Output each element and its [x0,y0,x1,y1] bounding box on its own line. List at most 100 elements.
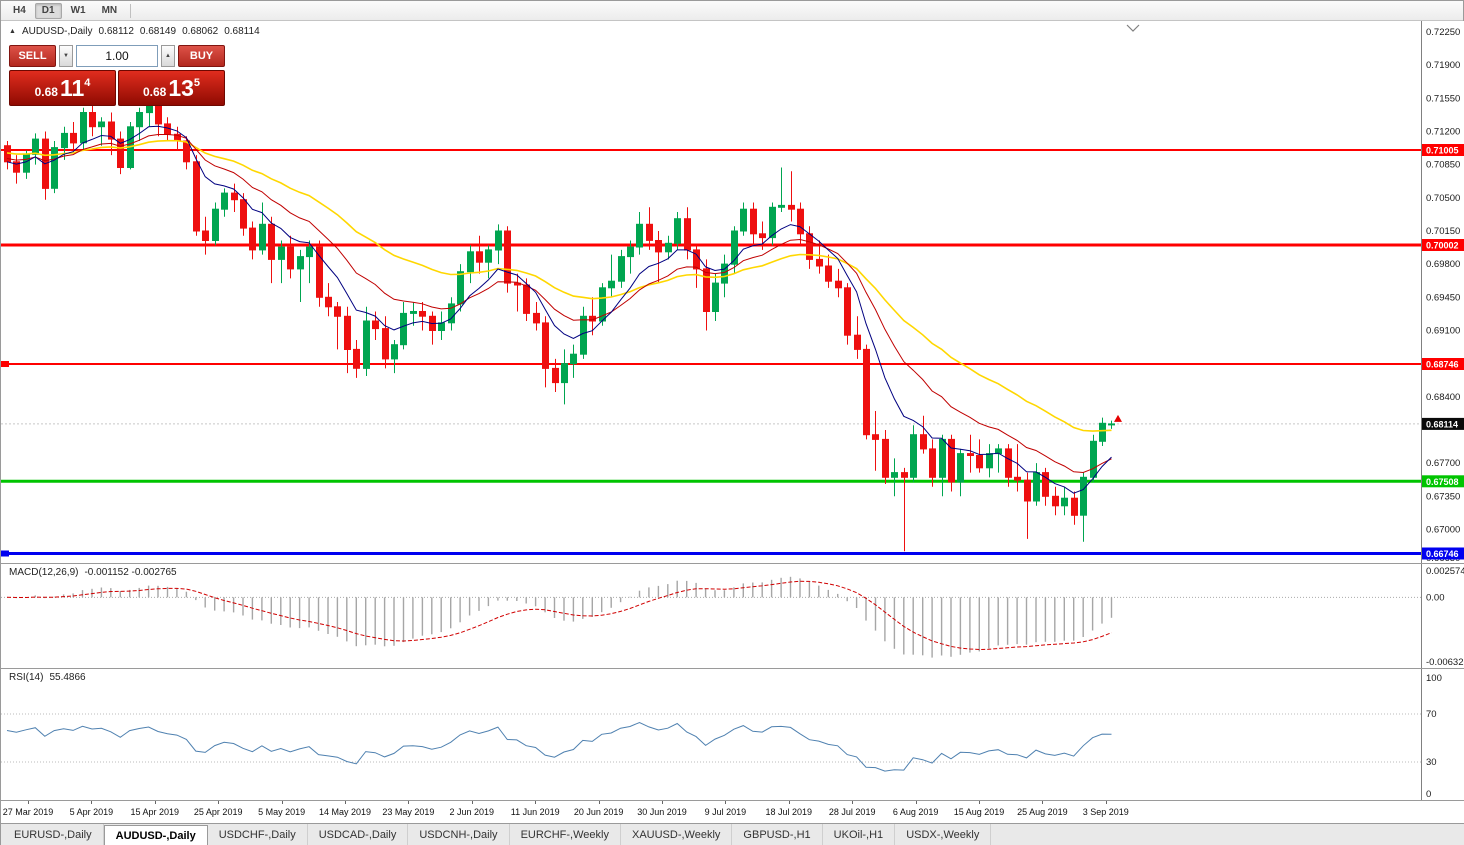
candle [674,218,681,244]
candle [353,348,360,369]
candle [61,132,68,149]
date-axis-label: 27 Mar 2019 [2,807,54,817]
candle [1080,476,1087,516]
candle [287,246,294,270]
macd-signal-line [6,580,1112,651]
price-level-badge [1422,475,1464,488]
candle [98,121,105,128]
chart-tab-eurusd-daily[interactable]: EURUSD-,Daily [3,824,104,845]
main-chart-canvas[interactable]: 0.72250 0.71900 0.71550 0.71200 0.70850 0.705… [1,21,1464,563]
candle [684,218,691,251]
sell-price-prefix: 0.68 [34,85,58,99]
price-axis-tick: 0.67700 [1426,458,1460,469]
candle [485,249,492,263]
rsi-axis-tick: 30 [1426,757,1437,768]
chart-tab-usdcad-daily[interactable]: USDCAD-,Daily [308,824,409,845]
candle [854,334,861,350]
rsi-canvas[interactable]: 100 70 30 0 [1,669,1464,800]
candle [259,223,266,251]
chart-tab-xauusd-weekly[interactable]: XAUUSD-,Weekly [621,824,733,845]
timeframe-toolbar: H4 D1 W1 MN [1,1,1463,21]
buy-button[interactable]: BUY [178,45,225,67]
chart-tab-eurchf-weekly[interactable]: EURCHF-,Weekly [510,824,621,845]
chart-tab-audusd-daily[interactable]: AUDUSD-,Daily [103,825,208,845]
date-axis-tick [1105,801,1107,804]
rsi-axis-tick: 0 [1426,789,1431,800]
candle [797,208,804,235]
sell-price-display[interactable]: 0.68 11 4 [9,70,116,106]
candle [391,344,398,360]
rsi-axis-tick: 70 [1426,709,1437,720]
price-axis-tick: 0.72250 [1426,27,1460,38]
date-axis-label: 2 Jun 2019 [449,807,495,817]
buy-price-display[interactable]: 0.68 13 5 [118,70,225,106]
buy-price-big-digits: 13 [168,74,194,101]
chart-tab-usdcnh-daily[interactable]: USDCNH-,Daily [408,824,510,845]
candle [316,246,323,298]
candle [240,199,247,229]
candle [467,251,474,273]
candle [297,256,304,270]
volume-increase-button[interactable]: ▲ [161,45,175,67]
candle [1052,495,1059,507]
price-level-badge [1422,239,1464,251]
candle [967,453,974,457]
timeframe-button-mn[interactable]: MN [95,3,125,19]
main-chart-panel: 0.72250 0.71900 0.71550 0.71200 0.70850 0.705… [1,21,1464,563]
date-axis-label: 14 May 2019 [318,807,372,817]
candle [372,320,379,330]
chart-tabs-bar: EURUSD-,Daily AUDUSD-,Daily USDCHF-,Daily U… [1,823,1464,845]
chart-symbol-icon: ▲ [9,28,16,35]
candle [882,438,889,478]
candle [816,258,823,267]
price-level-badge-text: 0.67508 [1426,477,1459,487]
date-axis-tick [218,801,220,804]
macd-values: -0.001152 -0.002765 [84,567,177,578]
candle [363,320,370,369]
candle [778,204,785,208]
level-line-handle[interactable] [1,361,9,368]
candle [523,284,530,314]
price-axis-tick: 0.69450 [1426,292,1460,303]
candle [901,472,908,478]
candle [872,434,879,440]
timeframe-button-group: H4 D1 W1 MN [6,2,125,19]
bar-shift-marker-icon[interactable] [1126,24,1140,32]
date-axis-label: 3 Sep 2019 [1082,807,1129,817]
candle [957,453,964,483]
date-axis-label: 9 Jul 2019 [704,807,747,817]
chart-tab-ukoil-h1[interactable]: UKOil-,H1 [823,824,896,845]
date-axis[interactable]: 27 Mar 2019 5 Apr 2019 15 Apr 2019 25 Apr 2… [1,800,1464,823]
timeframe-button-h4[interactable]: H4 [6,3,33,19]
chart-tab-gbpusd-h1[interactable]: GBPUSD-,H1 [732,824,823,845]
ohlc-open: 0.68112 [98,26,134,37]
volume-input[interactable] [76,45,158,67]
macd-canvas[interactable]: 0.002574 0.00 -0.006326 [1,564,1464,668]
candle [51,147,58,189]
date-axis-label: 15 Apr 2019 [130,807,180,817]
chart-tab-usdx-weekly[interactable]: USDX-,Weekly [895,824,992,845]
chart-tab-usdchf-daily[interactable]: USDCHF-,Daily [208,824,308,845]
date-axis-label: 25 Aug 2019 [1017,807,1068,817]
timeframe-button-d1[interactable]: D1 [34,2,62,19]
candle [419,311,426,317]
candle [1014,476,1021,481]
level-line-handle[interactable] [1,550,9,557]
candle [382,328,389,360]
candle [334,306,341,317]
timeframe-button-w1[interactable]: W1 [64,3,93,19]
candle [1071,497,1078,516]
candle [1061,497,1068,507]
rsi-axis-tick: 100 [1426,673,1442,684]
candle [268,223,275,260]
rsi-indicator-label: RSI(14) 55.4866 [9,672,86,683]
price-up-arrow-icon [1114,414,1122,422]
candle [580,315,587,355]
volume-decrease-button[interactable]: ▼ [59,45,73,67]
date-axis-label: 15 Aug 2019 [953,807,1005,817]
sell-button[interactable]: SELL [9,45,56,67]
candle [448,303,455,324]
candles-layer[interactable] [4,98,1115,552]
moving-average-8 [6,125,1112,494]
